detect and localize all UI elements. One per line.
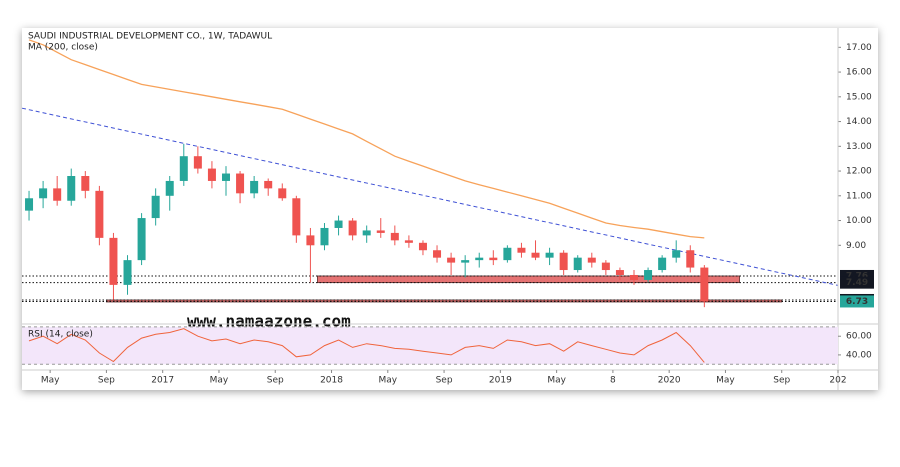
x-tick-label: Sep — [98, 376, 115, 386]
y-tick-label: 11.00 — [846, 191, 872, 201]
x-tick-label: 8 — [610, 376, 616, 386]
candle-body — [559, 252, 568, 271]
candle-body — [81, 176, 90, 191]
candle-body — [207, 168, 216, 181]
x-tick-label: Sep — [267, 376, 284, 386]
candle-body — [151, 195, 160, 219]
candle-body — [700, 267, 709, 302]
candle-body — [123, 260, 132, 285]
ma-legend: MA (200, close) — [28, 43, 98, 53]
candle-body — [404, 240, 413, 243]
x-tick-label: 2020 — [658, 376, 681, 386]
level-label: 7.76 — [846, 271, 868, 281]
candle-body — [165, 180, 174, 196]
candle-body — [418, 242, 427, 251]
candle-body — [601, 262, 610, 271]
watermark: www.namaazone.com — [187, 312, 351, 331]
ma-line — [28, 39, 705, 239]
candle-body — [461, 260, 470, 263]
rsi-title: RSI (14, close) — [28, 330, 93, 340]
candle-body — [573, 257, 582, 271]
level-label: 7.49 — [846, 278, 868, 288]
y-tick-label: 12.00 — [846, 167, 872, 177]
level-label-bg — [840, 276, 874, 289]
candle-body — [264, 180, 273, 189]
candle-body — [376, 230, 385, 233]
candle-body — [306, 235, 315, 246]
candle-body — [517, 247, 526, 253]
x-tick-label: 2018 — [320, 376, 343, 386]
x-tick-label: 2019 — [489, 376, 512, 386]
candle-body — [447, 257, 456, 263]
candle-body — [53, 188, 62, 201]
candle-body — [686, 250, 695, 268]
y-tick-label: 9.00 — [846, 241, 866, 251]
x-tick-label: May — [378, 376, 397, 386]
candle-body — [109, 237, 118, 285]
candle-body — [644, 270, 653, 280]
trendline — [21, 107, 839, 286]
candle-body — [95, 190, 104, 238]
candle-body — [433, 250, 442, 258]
candle-body — [362, 230, 371, 236]
x-tick-label: May — [547, 376, 566, 386]
candle-body — [475, 257, 484, 261]
y-tick-label: 40.00 — [846, 350, 872, 360]
y-tick-label: 15.00 — [846, 92, 872, 102]
candle-body — [587, 257, 596, 263]
level-label-bg — [840, 295, 874, 308]
candle-body — [672, 250, 681, 258]
level-label: 6.73 — [846, 297, 868, 307]
rsi-line — [28, 328, 705, 363]
candle-body — [222, 173, 230, 181]
chart-title: SAUDI INDUSTRIAL DEVELOPMENT CO., 1W, TA… — [28, 32, 272, 42]
candle-body — [615, 270, 624, 275]
candle-body — [531, 252, 540, 258]
candle-body — [179, 156, 188, 181]
zone — [317, 275, 740, 284]
candle-body — [658, 257, 667, 271]
x-tick-label: Sep — [436, 376, 453, 386]
candle-body — [503, 247, 512, 261]
candle-body — [193, 156, 202, 169]
x-tick-label: 202 — [829, 376, 846, 386]
y-tick-label: 10.00 — [846, 216, 872, 226]
x-tick-label: May — [210, 376, 229, 386]
y-tick-label: 13.00 — [846, 142, 872, 152]
candle-body — [278, 188, 287, 199]
candle-body — [334, 220, 343, 228]
candle-body — [292, 198, 301, 236]
candle-body — [250, 180, 259, 194]
candle-body — [67, 176, 76, 201]
candle-body — [25, 198, 34, 211]
x-tick-label: May — [716, 376, 735, 386]
candle-body — [236, 173, 245, 194]
y-tick-label: 16.00 — [846, 68, 872, 78]
candle-body — [137, 218, 146, 261]
candle-body — [320, 227, 329, 246]
candle-body — [489, 257, 498, 261]
candle-body — [39, 188, 48, 199]
y-tick-label: 17.00 — [846, 43, 872, 53]
candle-body — [348, 220, 357, 236]
candle-body — [390, 232, 399, 241]
x-tick-label: Sep — [773, 376, 790, 386]
x-tick-label: May — [41, 376, 60, 386]
rsi-band — [22, 326, 838, 365]
y-tick-label: 60.00 — [846, 332, 872, 342]
candle-body — [630, 274, 638, 280]
y-tick-label: 14.00 — [846, 117, 872, 127]
x-tick-label: 2017 — [151, 376, 174, 386]
candle-body — [545, 252, 554, 258]
